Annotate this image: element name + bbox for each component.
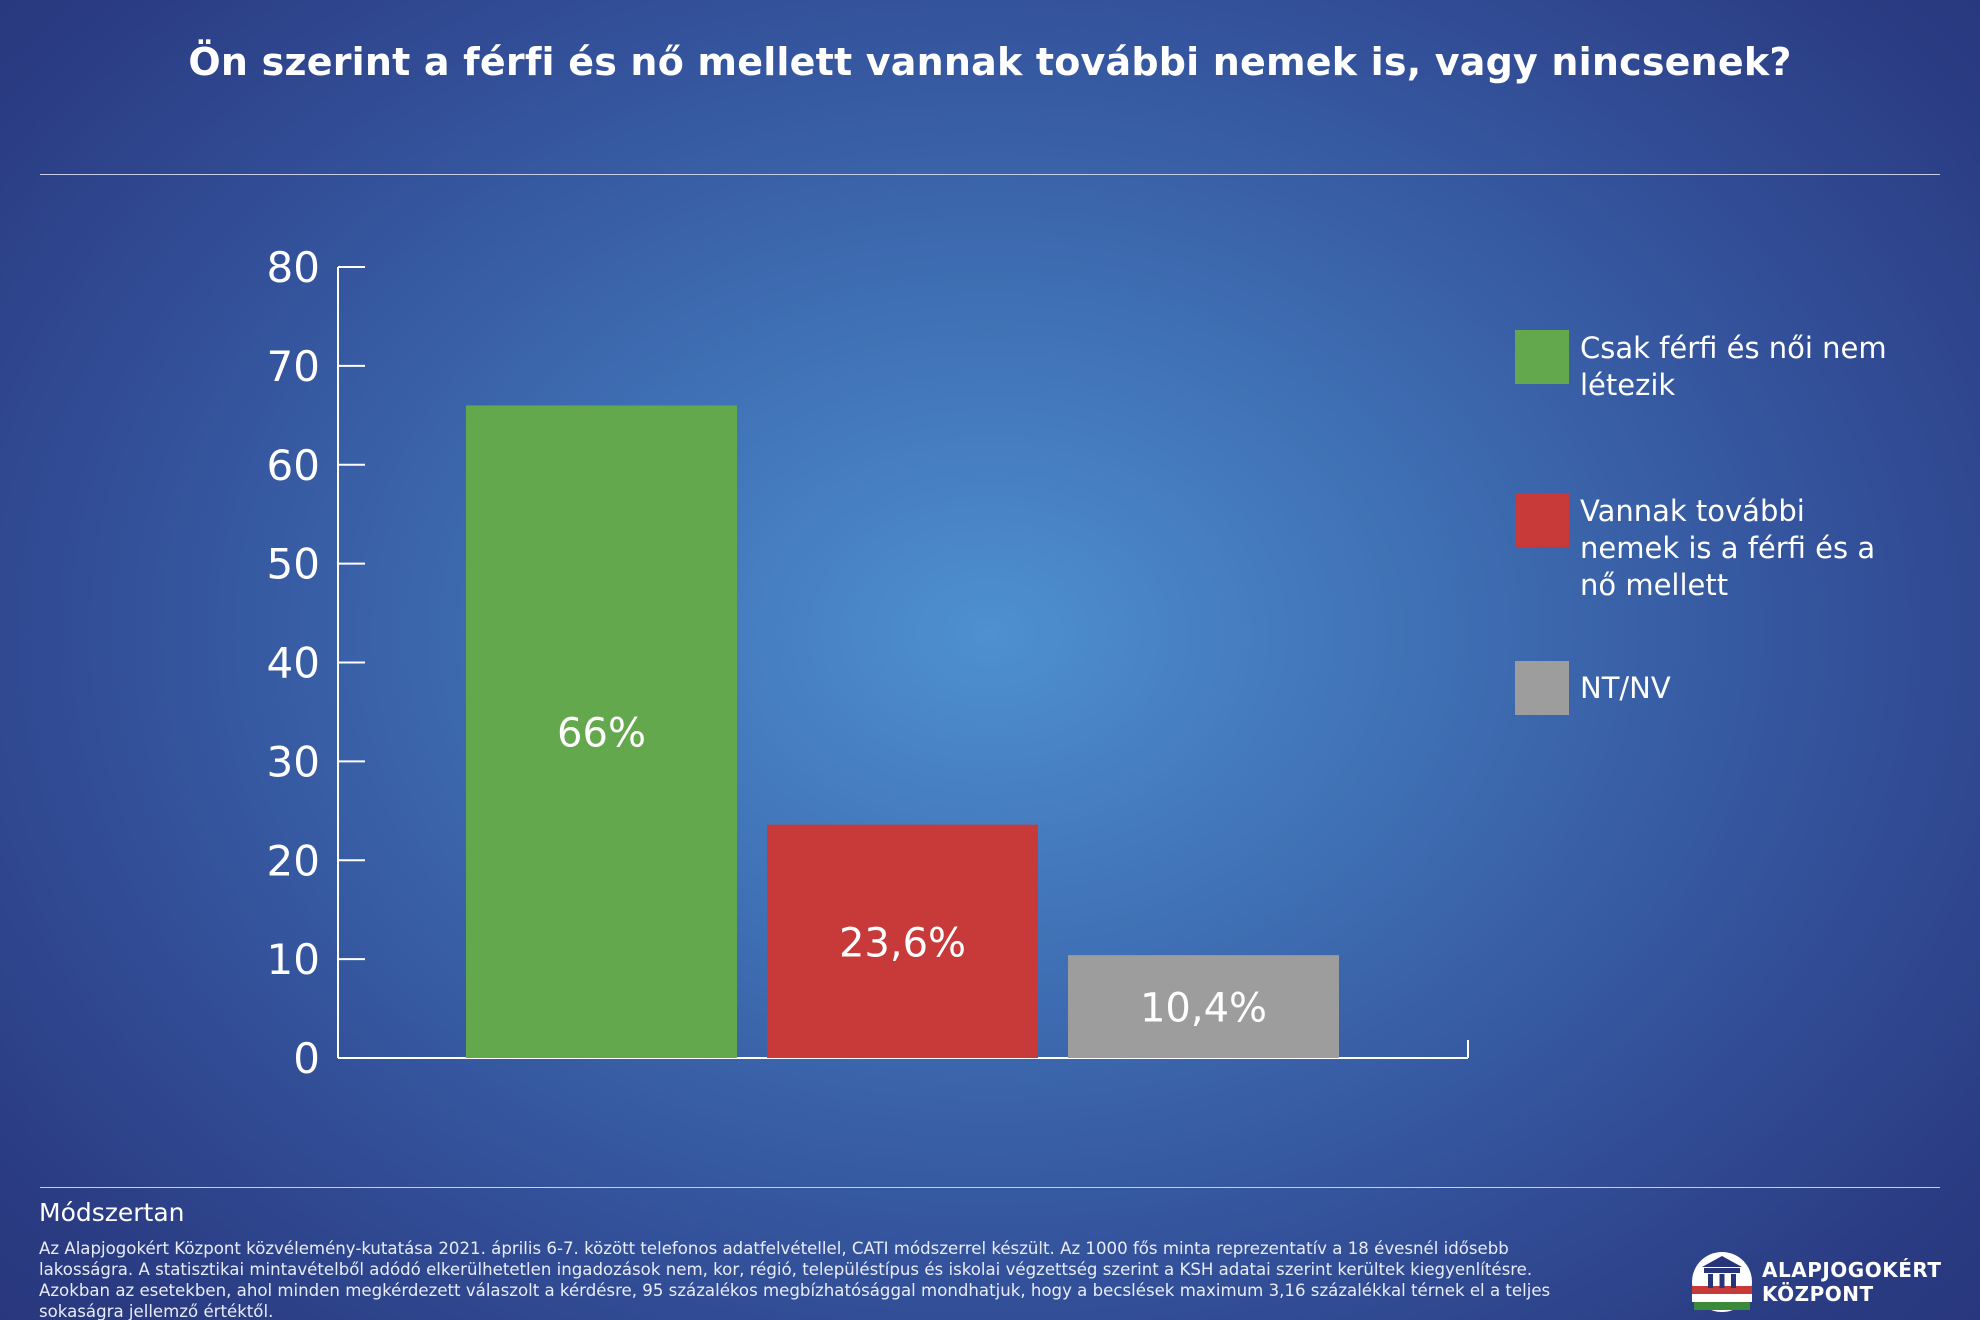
legend-swatch-grey <box>1515 661 1569 715</box>
y-tick-label: 80 <box>267 243 320 292</box>
y-tick-label: 50 <box>267 540 320 589</box>
bar-label-1: 66% <box>557 711 646 757</box>
bar-chart: 0 10 20 30 40 50 60 70 80 66% 23,6% 10,4% <box>267 243 1339 1083</box>
legend-label: NT/NV <box>1580 671 1671 705</box>
logo-emblem-icon <box>1692 1252 1752 1312</box>
y-tick-label: 70 <box>267 342 320 391</box>
legend-label: Vannak további nemek is a férfi és a nő … <box>1580 494 1876 602</box>
alapjogokert-logo: ALAPJOGOKÉRT KÖZPONT <box>1690 1250 1950 1314</box>
chart-bars <box>466 405 1339 1058</box>
y-tick-label: 20 <box>267 836 320 885</box>
top-divider <box>40 174 1940 175</box>
y-axis-ticks: 0 10 20 30 40 50 60 70 80 <box>267 243 365 1083</box>
logo-text: ALAPJOGOKÉRT KÖZPONT <box>1762 1258 1942 1306</box>
y-tick-label: 0 <box>293 1034 320 1083</box>
methodology-text: Az Alapjogokért Központ közvélemény-kuta… <box>39 1239 1551 1320</box>
bar-label-3: 10,4% <box>1140 986 1267 1032</box>
bar-3 <box>1068 955 1339 1058</box>
legend-item-more-genders: Vannak további nemek is a férfi és a nő … <box>1515 493 1900 604</box>
y-tick-label: 60 <box>267 441 320 490</box>
y-tick-label: 40 <box>267 639 320 688</box>
logo-line1: ALAPJOGOKÉRT <box>1762 1258 1942 1282</box>
legend-swatch-red <box>1515 493 1569 547</box>
legend-item-only-two: Csak férfi és női nem létezik <box>1515 330 1900 404</box>
legend-label: Csak férfi és női nem létezik <box>1580 331 1887 402</box>
bar-label-2: 23,6% <box>839 920 966 966</box>
bottom-divider <box>40 1187 1940 1188</box>
legend-item-nt-nv: NT/NV <box>1515 661 1671 715</box>
methodology-title: Módszertan <box>39 1198 185 1227</box>
bar-1 <box>466 405 737 1058</box>
bar-data-labels: 66% 23,6% 10,4% <box>557 711 1267 1032</box>
legend-swatch-green <box>1515 330 1569 384</box>
chart-title: Ön szerint a férfi és nő mellett vannak … <box>188 40 1792 84</box>
y-tick-label: 10 <box>267 935 320 984</box>
logo-line2: KÖZPONT <box>1762 1282 1874 1306</box>
y-tick-label: 30 <box>267 737 320 786</box>
bar-2 <box>767 824 1038 1058</box>
